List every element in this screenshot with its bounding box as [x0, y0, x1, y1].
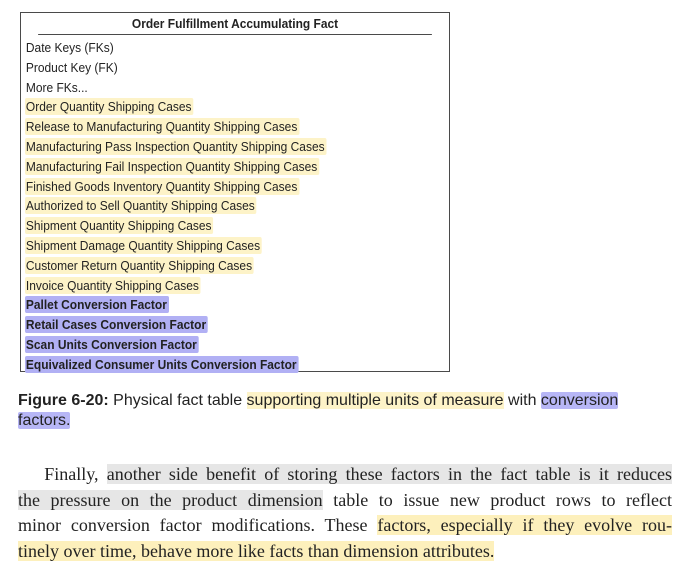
- caption-highlight-yellow: supporting multiple units of measure: [246, 392, 504, 409]
- fact-table-row-label: Release to Manufacturing Quantity Shippi…: [25, 118, 300, 136]
- paragraph-text: Finally,: [44, 464, 107, 484]
- fact-table-row: Finished Goods Inventory Quantity Shippi…: [25, 177, 407, 197]
- paragraph-highlight-gray-dimension: dimension: [247, 489, 323, 510]
- paragraph-highlight-gray: the pressure on the product: [18, 489, 248, 510]
- figure-caption: Figure 6-20: Physical fact table support…: [18, 391, 668, 431]
- body-paragraph: Finally, another side benefit of storing…: [18, 462, 673, 565]
- fact-table-row-label: Retail Cases Conversion Factor: [25, 316, 208, 334]
- paragraph-line-1: Finally, another side benefit of storing…: [18, 462, 673, 488]
- fact-table-row: Manufacturing Fail Inspection Quantity S…: [25, 157, 407, 177]
- caption-text: Physical fact table: [113, 392, 247, 409]
- paragraph-text: table to issue new product rows to refle…: [322, 489, 672, 510]
- fact-table-row: Pallet Conversion Factor: [25, 295, 407, 315]
- fact-table-row-label: Pallet Conversion Factor: [25, 296, 169, 314]
- fact-table-row-label: Authorized to Sell Quantity Shipping Cas…: [25, 197, 257, 215]
- fact-table-row-label: Manufacturing Fail Inspection Quantity S…: [25, 157, 320, 175]
- fact-table-row-label: Shipment Quantity Shipping Cases: [25, 217, 214, 235]
- paragraph-line-3: minor conversion factor modifications. T…: [18, 513, 673, 539]
- fact-table-row-label: Scan Units Conversion Factor: [25, 335, 199, 353]
- fact-table-row-label: Date Keys (FKs): [25, 40, 114, 55]
- fact-table-row: Order Quantity Shipping Cases: [25, 97, 407, 117]
- fact-table-row: Customer Return Quantity Shipping Cases: [25, 256, 407, 276]
- fact-table-row-label: Product Key (FK): [25, 59, 118, 75]
- paragraph-highlight-yellow: factors, especially if they evolve rou-: [377, 515, 673, 535]
- fact-table-row: Release to Manufacturing Quantity Shippi…: [25, 117, 407, 137]
- paragraph-line-4: tinely over time, behave more like facts…: [18, 539, 672, 565]
- fact-table-row-label: Invoice Quantity Shipping Cases: [25, 276, 201, 294]
- paragraph-line-2: the pressure on the product dimension ta…: [18, 488, 672, 514]
- paragraph-text: minor conversion factor modifications. T…: [18, 515, 378, 535]
- paragraph-highlight-yellow: tinely over time, behave more like facts…: [18, 540, 495, 561]
- caption-highlight-purple-1: conversion: [540, 392, 619, 409]
- fact-table-row: Shipment Damage Quantity Shipping Cases: [25, 236, 407, 256]
- fact-table-row: Manufacturing Pass Inspection Quantity S…: [25, 137, 407, 157]
- fact-table-row: More FKs...: [25, 78, 407, 98]
- fact-table-row: Date Keys (FKs): [25, 38, 407, 58]
- fact-table-row-label: Finished Goods Inventory Quantity Shippi…: [25, 177, 300, 195]
- figure-label: Figure 6-20:: [18, 392, 109, 409]
- fact-table-title: Order Fulfillment Accumulating Fact: [38, 13, 432, 35]
- fact-table-row-label: Manufacturing Pass Inspection Quantity S…: [25, 137, 327, 155]
- caption-highlight-purple-2: factors.: [18, 412, 71, 429]
- fact-table-diagram: Order Fulfillment Accumulating Fact Date…: [20, 12, 450, 375]
- fact-table-row: Shipment Quantity Shipping Cases: [25, 216, 407, 236]
- fact-table-row-label: Shipment Damage Quantity Shipping Cases: [25, 236, 262, 254]
- fact-table-row-label: Customer Return Quantity Shipping Cases: [25, 256, 254, 274]
- fact-table-rows: Date Keys (FKs) Product Key (FK) More FKs.…: [21, 35, 449, 375]
- fact-table-row: Invoice Quantity Shipping Cases: [25, 276, 407, 296]
- fact-table-row: Retail Cases Conversion Factor: [25, 315, 407, 335]
- paragraph-highlight-gray: another side benefit of storing these fa…: [106, 464, 673, 484]
- fact-table-row: Product Key (FK): [25, 58, 407, 78]
- fact-table-row: Scan Units Conversion Factor: [25, 335, 407, 355]
- caption-text-2: with: [503, 392, 541, 409]
- fact-table-row: Equivalized Consumer Units Conversion Fa…: [25, 355, 407, 375]
- fact-table-row: Authorized to Sell Quantity Shipping Cas…: [25, 196, 407, 216]
- fact-table-row-label: More FKs...: [25, 79, 88, 95]
- fact-table-row-label: Order Quantity Shipping Cases: [25, 98, 194, 116]
- fact-table-row-label: Equivalized Consumer Units Conversion Fa…: [25, 355, 299, 373]
